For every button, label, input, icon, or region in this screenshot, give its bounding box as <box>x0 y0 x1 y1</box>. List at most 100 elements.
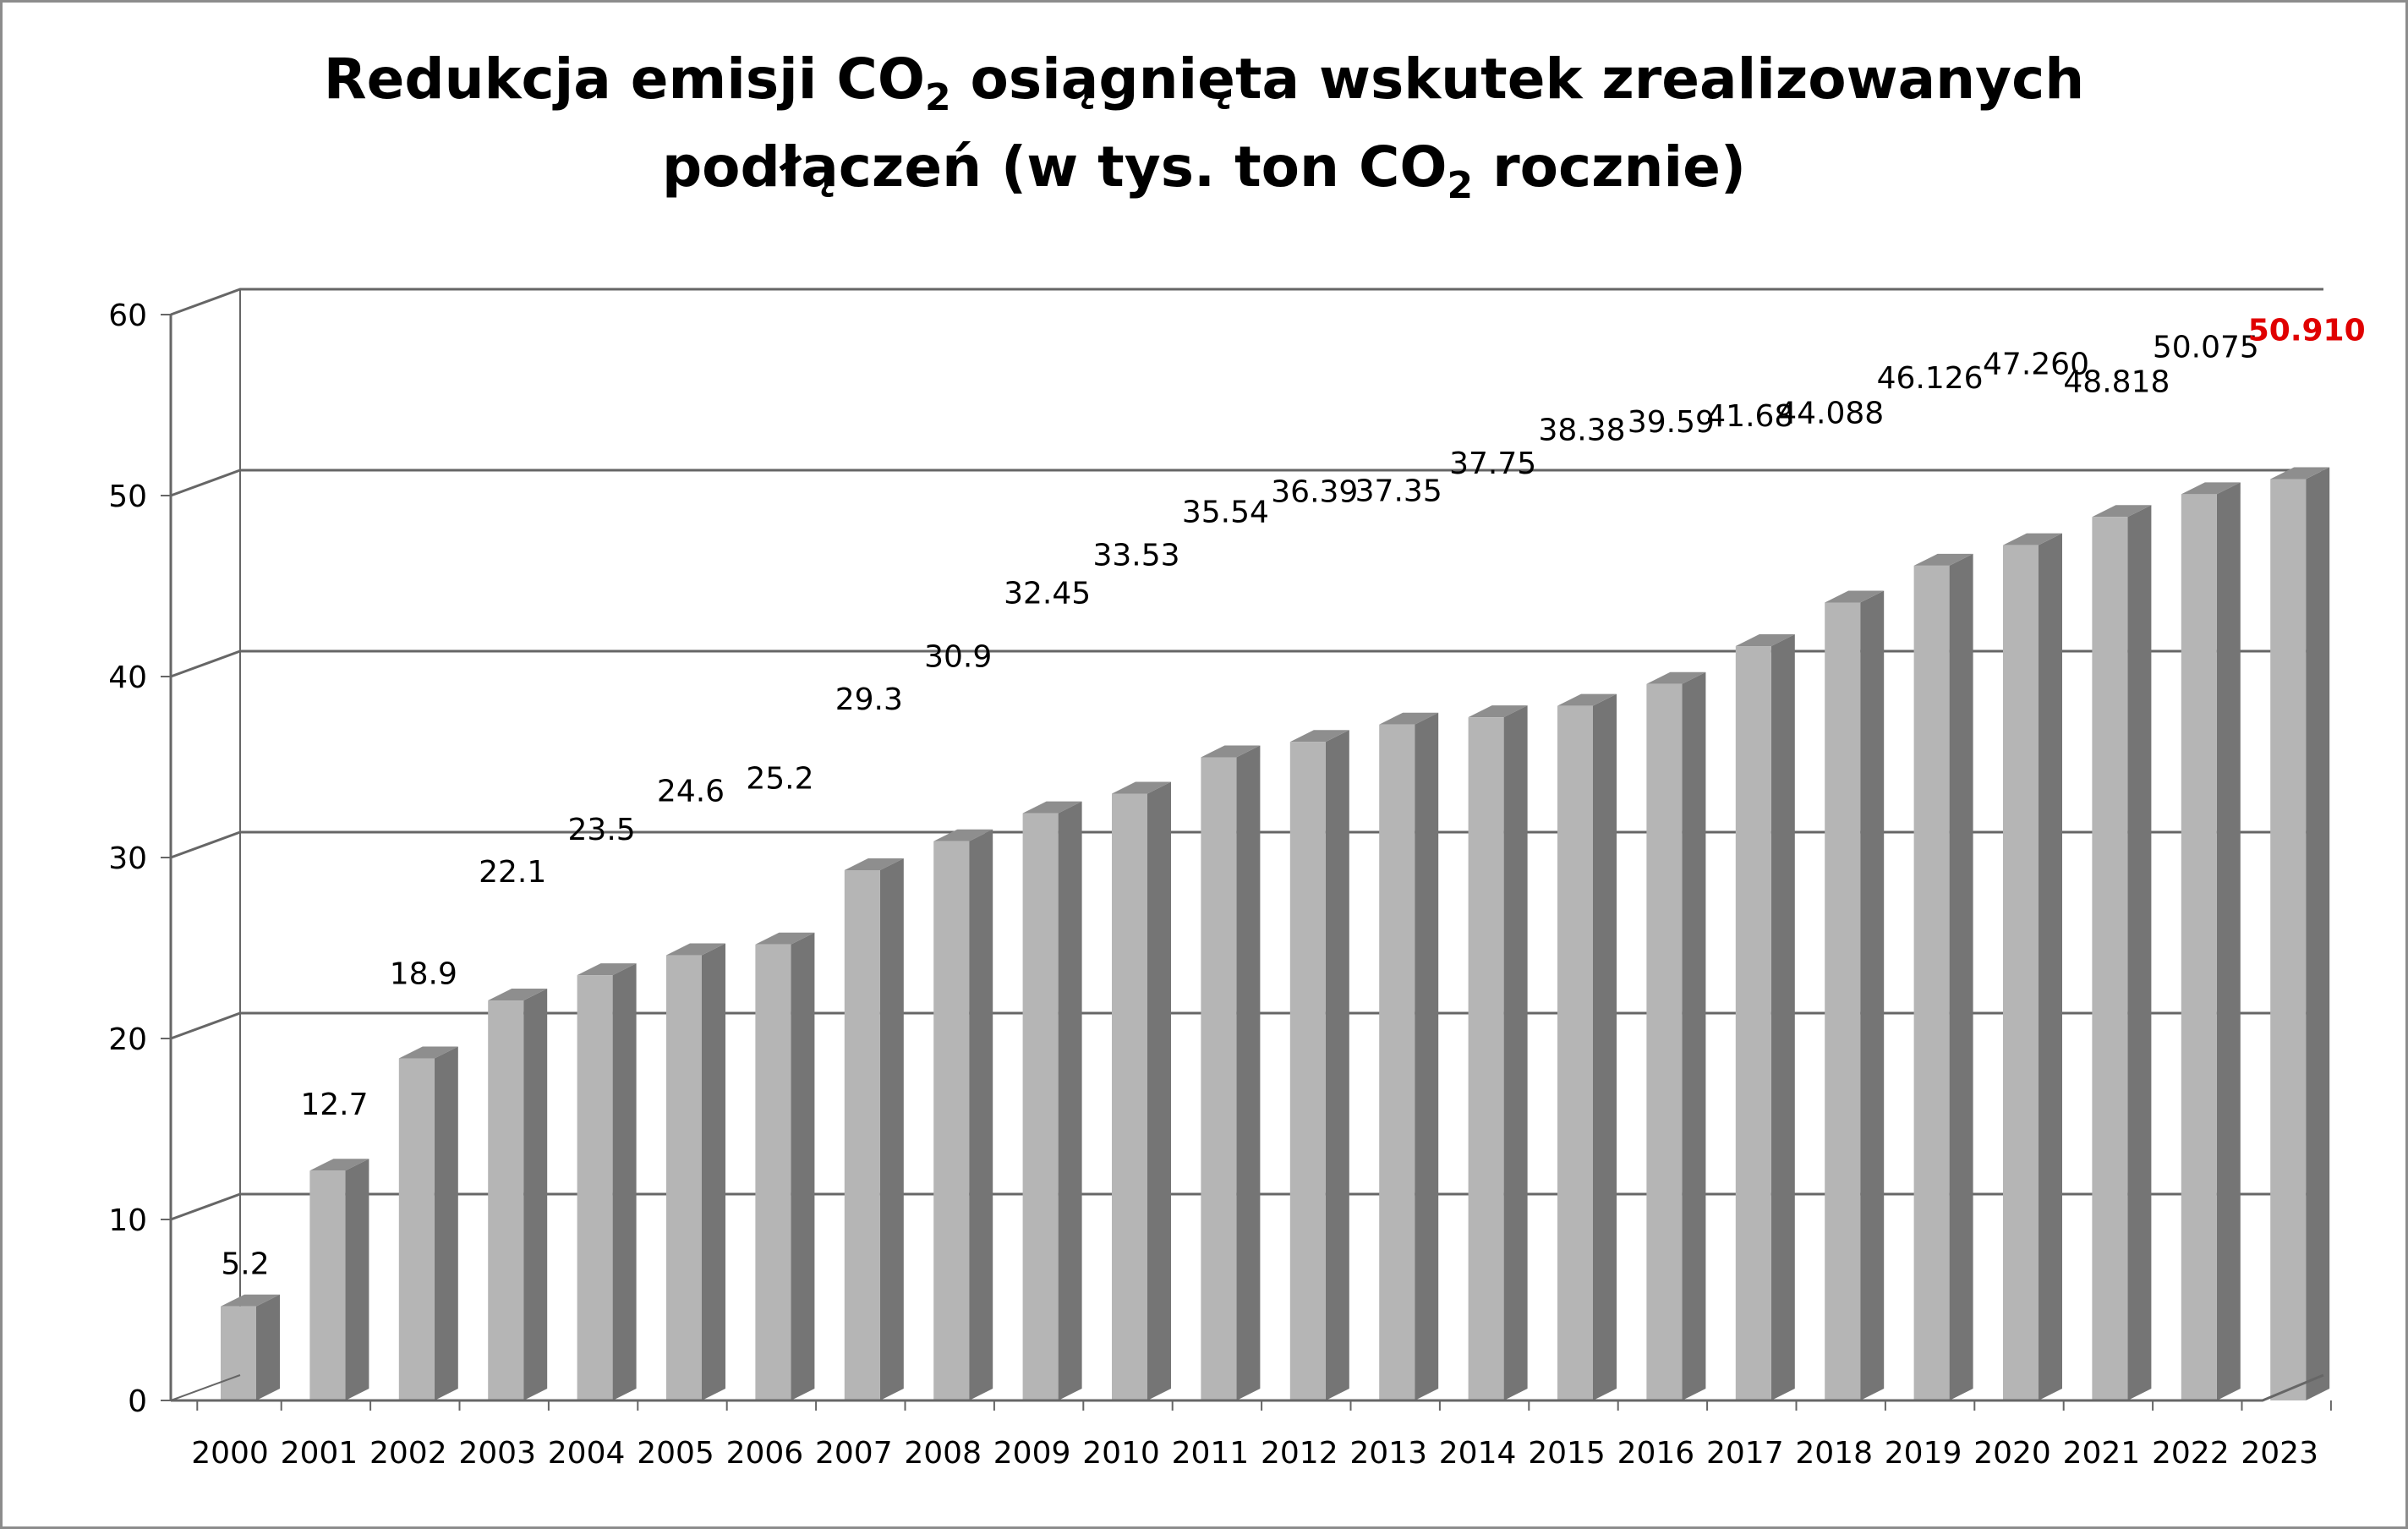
bar-side <box>969 829 993 1400</box>
title-text: osiągnięta wskutek zrealizowanych <box>950 47 2085 112</box>
y-tick-label: 60 <box>108 299 147 333</box>
x-tick-label: 2008 <box>904 1436 982 1471</box>
data-label: 39.59 <box>1628 405 1715 440</box>
bar-top <box>2003 533 2062 545</box>
bar-2023 <box>2270 467 2330 1400</box>
grid-layer <box>170 288 2323 1375</box>
bar-top <box>844 858 904 870</box>
data-label: 38.38 <box>1538 414 1625 448</box>
title-subscript: 2 <box>924 76 951 119</box>
bar-side <box>1682 671 1706 1400</box>
x-tick-label: 2020 <box>1973 1436 2051 1471</box>
bar-front <box>755 944 791 1400</box>
data-label: 37.35 <box>1355 474 1442 509</box>
title-subscript: 2 <box>1447 164 1474 207</box>
x-tick-label: 2011 <box>1172 1436 1250 1471</box>
bar-side <box>2306 467 2330 1400</box>
data-label: 35.54 <box>1182 495 1269 529</box>
x-tick-label: 2006 <box>726 1436 804 1471</box>
bar-2006 <box>755 932 815 1400</box>
bar-2009 <box>1022 801 1082 1400</box>
labels-layer: 5.2 12.7 18.9 22.1 23.5 24.6 25.2 29.3 30.9 32.45… <box>221 314 2365 1282</box>
bar-side <box>1770 634 1795 1400</box>
x-tick-label: 2003 <box>458 1436 536 1471</box>
floor-edge <box>171 1373 2324 1402</box>
bar-2007 <box>844 858 904 1400</box>
floor-left-edge <box>170 1374 241 1401</box>
y-tick-label: 50 <box>108 480 147 514</box>
bar-side <box>2127 505 2152 1400</box>
data-label: 33.53 <box>1092 538 1179 573</box>
x-tick-label: 2017 <box>1706 1436 1784 1471</box>
title-text: rocznie) <box>1473 134 1747 200</box>
bar-top <box>1201 745 1261 758</box>
bar-front <box>1646 683 1683 1400</box>
bar-top <box>1289 730 1349 743</box>
bar-side <box>879 858 904 1400</box>
bar-front <box>221 1306 256 1400</box>
x-tick-label: 2002 <box>369 1436 447 1471</box>
bar-side <box>434 1046 458 1400</box>
data-label: 18.9 <box>390 957 457 992</box>
title-text: podłączeń (w tys. ton CO <box>661 134 1448 200</box>
bar-2002 <box>398 1046 458 1400</box>
bar-top <box>309 1159 369 1171</box>
bar-side <box>791 932 815 1400</box>
data-label: 37.75 <box>1449 447 1536 481</box>
data-label: 41.68 <box>1706 399 1793 434</box>
data-label: 5.2 <box>221 1247 269 1282</box>
data-label: 50.910 <box>2248 314 2366 348</box>
data-label: 24.6 <box>657 775 725 809</box>
gridline <box>170 649 2323 678</box>
x-tick-label: 2013 <box>1349 1436 1427 1471</box>
data-label: 29.3 <box>835 682 903 717</box>
bar-2003 <box>488 989 548 1400</box>
x-tick-label: 2000 <box>191 1436 269 1471</box>
data-label: 36.39 <box>1271 474 1358 509</box>
bar-side <box>2039 533 2062 1400</box>
x-tick-label: 2021 <box>2063 1436 2141 1471</box>
bar-2008 <box>933 829 993 1400</box>
bar-2018 <box>1825 590 1885 1400</box>
bar-2000 <box>221 1294 280 1400</box>
bar-front <box>2181 494 2217 1400</box>
bar-front <box>1379 724 1415 1400</box>
x-tick-label: 2015 <box>1528 1436 1606 1471</box>
bar-front <box>1825 602 1861 1400</box>
x-tick-label: 2001 <box>281 1436 358 1471</box>
data-label: 23.5 <box>568 813 636 847</box>
x-tick-label: 2018 <box>1795 1436 1873 1471</box>
data-label: 30.9 <box>924 640 992 675</box>
y-tick-label: 30 <box>108 841 147 876</box>
bar-side <box>256 1294 280 1400</box>
bar-2014 <box>1468 705 1528 1400</box>
data-label: 46.126 <box>1877 361 1984 396</box>
bar-2011 <box>1201 745 1261 1400</box>
bar-side <box>1949 553 1973 1400</box>
bar-2017 <box>1735 634 1795 1400</box>
bar-top <box>577 963 637 976</box>
bar-2020 <box>2003 533 2062 1400</box>
title-text: Redukcja emisji CO <box>323 47 925 112</box>
bar-front <box>309 1170 346 1400</box>
data-label: 25.2 <box>746 762 813 797</box>
gridline <box>170 288 2323 316</box>
bar-side <box>612 963 637 1400</box>
bar-front <box>488 1000 524 1400</box>
bar-top <box>1112 781 1171 794</box>
bar-top <box>2181 482 2241 495</box>
x-tick-label: 2009 <box>993 1436 1071 1471</box>
bar-front <box>844 869 880 1400</box>
bar-top <box>755 932 815 945</box>
bar-top <box>2092 505 2152 518</box>
bar-top <box>2270 467 2330 480</box>
axis-layer: 0 10 20 30 40 50 60 2000 2001 2002 2003 2004 2005 200… <box>108 299 2332 1471</box>
bar-2005 <box>666 943 725 1400</box>
data-label: 50.075 <box>2153 330 2259 364</box>
bar-top <box>221 1294 280 1307</box>
bar-2015 <box>1557 693 1617 1400</box>
bar-top <box>398 1046 458 1059</box>
bar-2013 <box>1379 712 1439 1400</box>
bar-top <box>666 943 725 956</box>
